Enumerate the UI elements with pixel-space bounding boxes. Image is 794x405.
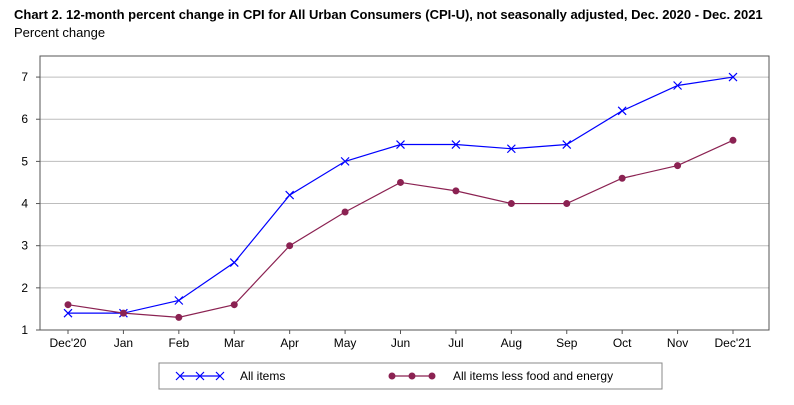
data-point	[617, 106, 627, 116]
legend-label: All items	[240, 369, 285, 383]
legend-label: All items less food and energy	[453, 369, 613, 383]
data-point	[119, 309, 127, 317]
y-tick-label: 4	[21, 197, 28, 211]
legend-box	[158, 362, 663, 390]
x-axis-ticks: Dec'20 Jan Feb Mar Apr May Jun Jul Aug Sep Oct Nov D…	[50, 330, 752, 350]
series-line	[68, 76, 734, 314]
data-point	[286, 242, 294, 250]
gridlines	[40, 76, 769, 289]
y-tick-label: 1	[21, 323, 28, 337]
data-point	[396, 140, 405, 149]
x-tick-label: Jul	[448, 336, 463, 350]
y-tick-label: 3	[21, 239, 28, 253]
series-0	[63, 72, 738, 318]
legend-marker	[388, 372, 396, 380]
x-tick-label: Nov	[667, 336, 688, 350]
series-group	[63, 72, 738, 321]
plot-area-border	[39, 55, 770, 331]
series-line	[67, 139, 734, 318]
data-point	[674, 162, 682, 170]
x-tick-label: Oct	[613, 336, 632, 350]
data-point	[562, 140, 572, 149]
legend-entry: All items	[175, 369, 285, 383]
data-point	[452, 187, 460, 195]
x-tick-label: May	[334, 336, 357, 350]
legend-entry: All items less food and energy	[388, 369, 613, 383]
data-point	[563, 200, 571, 208]
legend-marker	[408, 372, 416, 380]
legend-marker	[175, 371, 185, 381]
legend-marker	[215, 371, 225, 381]
data-point	[175, 313, 183, 321]
legend: All items All items less food and energy	[158, 362, 663, 390]
chart-title: Chart 2. 12-month percent change in CPI …	[14, 7, 763, 22]
x-tick-label: Apr	[280, 336, 299, 350]
x-tick-label: Dec'20	[50, 336, 87, 350]
data-point	[618, 174, 626, 182]
data-point	[451, 140, 461, 149]
x-tick-label: Feb	[168, 336, 189, 350]
y-tick-label: 7	[21, 70, 28, 84]
data-point	[341, 208, 349, 216]
data-point	[229, 258, 239, 267]
legend-marker	[195, 371, 205, 381]
data-point	[230, 301, 238, 309]
data-point	[174, 296, 184, 305]
x-tick-label: Mar	[224, 336, 245, 350]
data-point	[64, 301, 72, 309]
x-tick-label: Dec'21	[715, 336, 752, 350]
data-point	[63, 308, 73, 318]
data-point	[285, 190, 295, 200]
x-tick-label: Aug	[501, 336, 522, 350]
y-tick-label: 2	[21, 281, 28, 295]
data-point	[673, 81, 683, 90]
data-point	[507, 200, 515, 208]
data-point	[728, 72, 738, 82]
y-axis-ticks: 1 2 3 4 5 6 7	[21, 70, 40, 337]
series-1	[64, 136, 737, 321]
y-tick-label: 6	[21, 112, 28, 126]
legend-marker	[428, 372, 436, 380]
data-point	[340, 156, 350, 166]
data-point	[397, 178, 404, 186]
x-tick-label: Jan	[114, 336, 133, 350]
y-tick-label: 5	[21, 154, 28, 168]
y-axis-label: Percent change	[14, 25, 106, 40]
data-point	[506, 144, 516, 154]
x-tick-label: Jun	[391, 336, 410, 350]
x-tick-label: Sep	[556, 336, 578, 350]
data-point	[729, 136, 737, 144]
